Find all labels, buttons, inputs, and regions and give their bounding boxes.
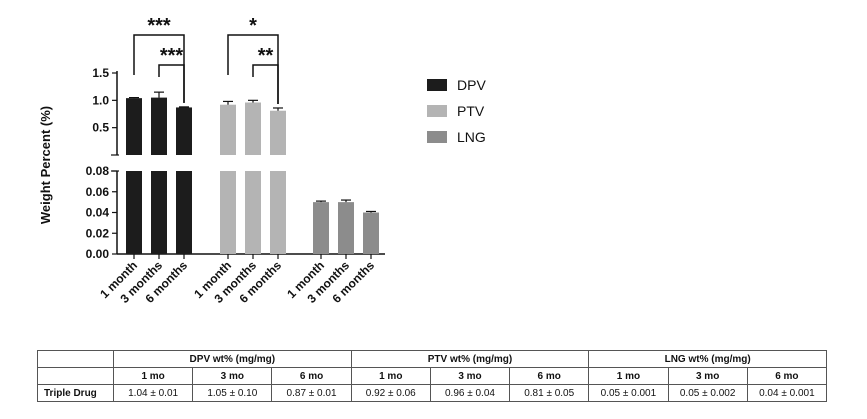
table-subheader: 6 mo xyxy=(509,367,590,385)
table-subheader: 3 mo xyxy=(192,367,273,385)
table-cell: 0.87 ± 0.01 xyxy=(271,384,352,402)
table-subheader: 1 mo xyxy=(350,367,431,385)
bar xyxy=(176,107,192,155)
y-tick-label: 1.5 xyxy=(92,66,109,80)
bar xyxy=(363,212,379,254)
table-cell: 0.04 ± 0.001 xyxy=(746,384,828,402)
bar xyxy=(245,102,261,155)
y-tick-label: 0.06 xyxy=(86,185,110,199)
significance-label: * xyxy=(249,15,257,37)
bar xyxy=(176,171,192,254)
table-cell: 1.04 ± 0.01 xyxy=(112,384,194,402)
table-row: Triple Drug 1.04 ± 0.01 1.05 ± 0.10 0.87… xyxy=(37,384,828,402)
bar xyxy=(313,202,329,254)
table-subheader: 6 mo xyxy=(271,367,352,385)
table-group-header-row: DPV wt% (mg/mg) PTV wt% (mg/mg) LNG wt% … xyxy=(37,350,827,368)
legend-swatch xyxy=(427,131,447,143)
table-subheader: 3 mo xyxy=(429,367,511,385)
y-tick-label: 1.0 xyxy=(92,93,109,107)
table-group-header: LNG wt% (mg/mg) xyxy=(588,350,827,368)
legend-swatch xyxy=(427,105,447,117)
legend-label: DPV xyxy=(457,77,486,93)
significance-bracket xyxy=(158,64,185,103)
table-group-header: DPV wt% (mg/mg) xyxy=(113,350,352,368)
table-group-header: PTV wt% (mg/mg) xyxy=(350,350,590,368)
bar xyxy=(338,202,354,254)
bar xyxy=(151,171,167,254)
bar xyxy=(126,171,142,254)
table-subheader: 1 mo xyxy=(588,367,669,385)
y-tick-label: 0.02 xyxy=(86,226,110,240)
table-cell: 0.92 ± 0.06 xyxy=(350,384,431,402)
table-row-label: Triple Drug xyxy=(37,384,114,402)
bar xyxy=(151,97,167,155)
data-table: DPV wt% (mg/mg) PTV wt% (mg/mg) LNG wt% … xyxy=(37,350,828,402)
y-tick-label: 0.04 xyxy=(86,206,110,220)
bar xyxy=(270,171,286,254)
y-tick-label: 0.08 xyxy=(86,164,110,178)
bar xyxy=(245,171,261,254)
table-subheader-row: 1 mo 3 mo 6 mo 1 mo 3 mo 6 mo 1 mo 3 mo … xyxy=(37,367,828,385)
bar xyxy=(220,104,236,155)
table-cell: 1.05 ± 0.10 xyxy=(192,384,273,402)
significance-label: *** xyxy=(160,45,184,67)
table-subheader: 3 mo xyxy=(667,367,748,385)
bar-chart: 1.5 1.0 0.5 0.08 0.06 0.04 0.02 0.00 Weight Perc… xyxy=(38,15,486,306)
bar xyxy=(270,110,286,155)
table-subheader: 1 mo xyxy=(112,367,194,385)
y-tick-label: 0.5 xyxy=(92,121,109,135)
table-cell: 0.81 ± 0.05 xyxy=(509,384,590,402)
legend-swatch xyxy=(427,79,447,91)
significance-label: *** xyxy=(147,15,171,37)
bar xyxy=(126,98,142,155)
table-cell: 0.05 ± 0.001 xyxy=(588,384,669,402)
legend-label: LNG xyxy=(457,129,486,145)
legend-label: PTV xyxy=(457,103,485,119)
table-cell: 0.05 ± 0.002 xyxy=(667,384,748,402)
significance-bracket xyxy=(252,64,279,104)
significance-label: ** xyxy=(258,45,274,67)
bar xyxy=(220,171,236,254)
table-corner-cell xyxy=(37,350,114,368)
y-axis-label: Weight Percent (%) xyxy=(38,106,53,224)
table-corner-cell xyxy=(37,367,114,385)
table-subheader: 6 mo xyxy=(746,367,828,385)
y-tick-label: 0.00 xyxy=(86,247,110,261)
table-cell: 0.96 ± 0.04 xyxy=(429,384,511,402)
